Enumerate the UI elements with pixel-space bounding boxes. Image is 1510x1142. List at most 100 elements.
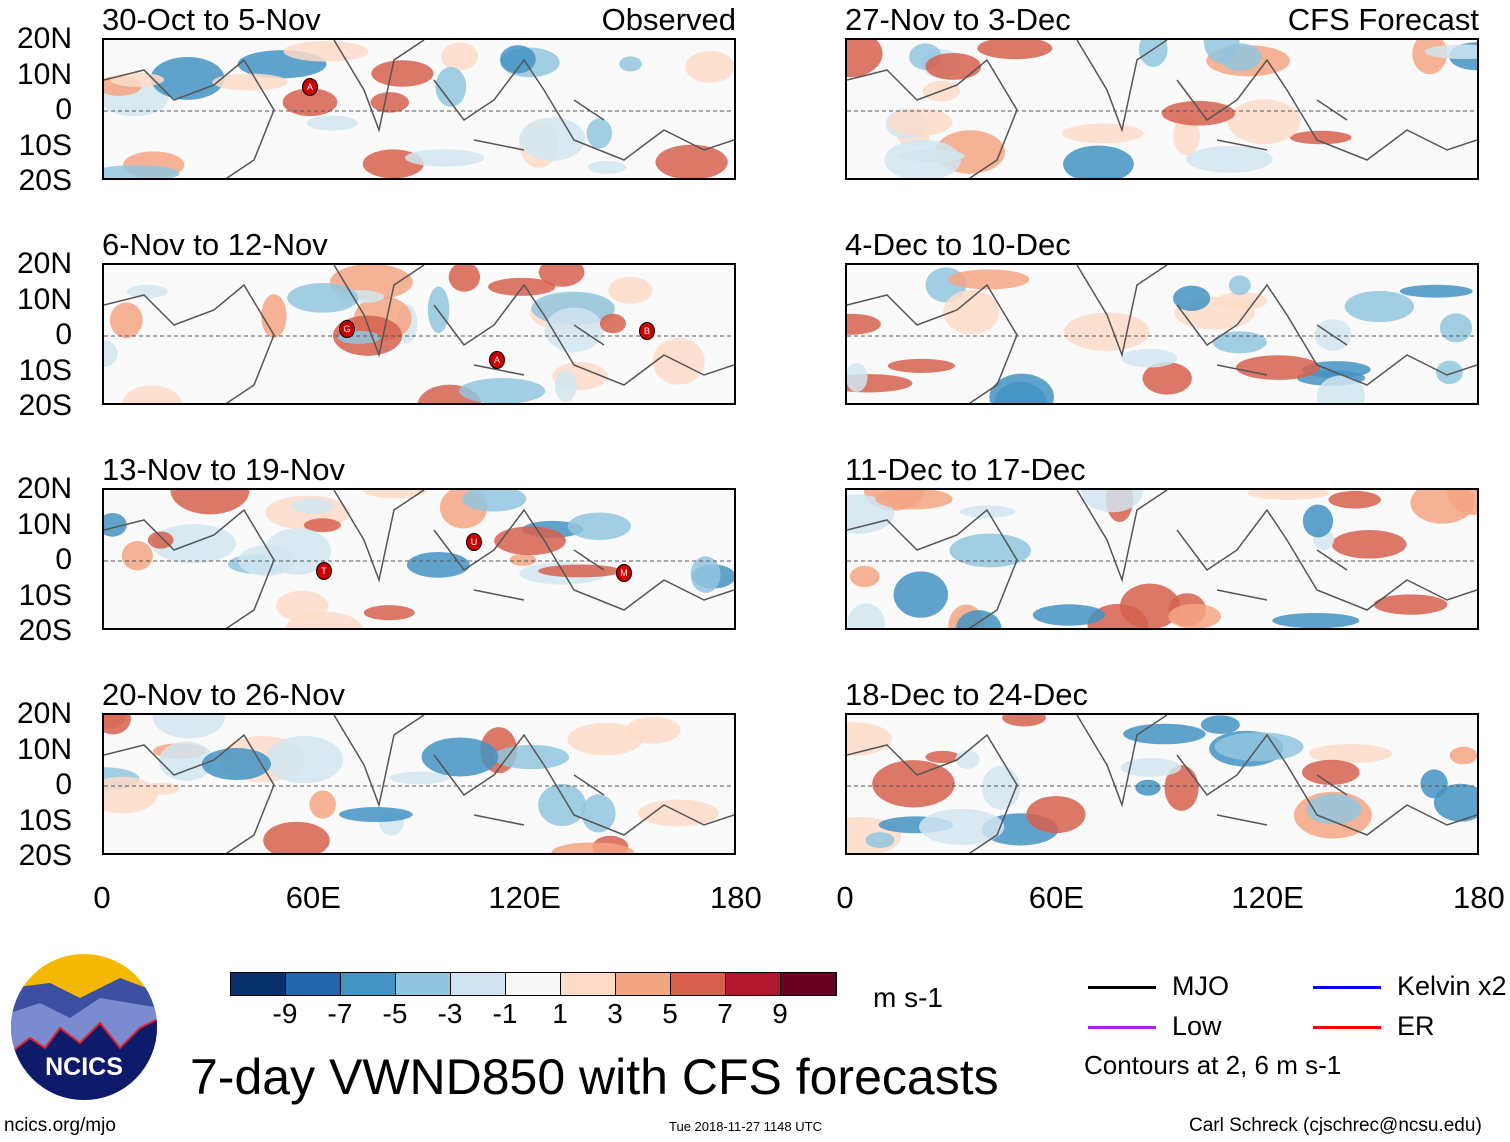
anomaly-blob [893, 571, 949, 618]
anomaly-blob [925, 750, 960, 764]
anomaly-blob [849, 565, 880, 588]
anomaly-blob [1302, 759, 1360, 785]
colorbar-swatch [616, 973, 671, 995]
anomaly-blob [1289, 130, 1352, 145]
storm-marker: U [466, 533, 482, 551]
legend-label: Kelvin x2 [1397, 971, 1507, 1001]
lon-label: 120E [1231, 880, 1304, 915]
anomaly-blob [1185, 146, 1273, 173]
coastline [104, 490, 734, 628]
lon-label: 180 [710, 880, 762, 915]
lon-label: 0 [93, 880, 111, 915]
legend-label: Low [1172, 1011, 1222, 1041]
anomaly-blob [538, 783, 586, 827]
anomaly-blob [1200, 715, 1240, 734]
figure-title: 7-day VWND850 with CFS forecasts [190, 1049, 999, 1105]
coastline [847, 265, 1477, 403]
anomaly-blob [1306, 793, 1362, 825]
lat-label: 0 [55, 768, 72, 801]
anomaly-blob [948, 269, 1030, 290]
colorbar-swatch [781, 973, 836, 995]
colorbar-label: -5 [382, 998, 408, 1029]
map-panel [102, 713, 736, 855]
anomaly-blob [500, 45, 536, 74]
lat-label: 10N [16, 57, 72, 91]
anomaly-blob [363, 605, 415, 621]
anomaly-blob [291, 498, 335, 514]
anomaly-blob [1063, 145, 1134, 178]
anomaly-blob [405, 149, 485, 167]
anomaly-blob [538, 564, 623, 578]
colorbar-label: 1 [552, 998, 568, 1029]
anomaly-blob [519, 117, 586, 161]
anomaly-blob [283, 41, 369, 62]
anomaly-blob [287, 283, 359, 313]
legend-label: ER [1397, 1011, 1435, 1041]
anomaly-blob [1316, 375, 1366, 403]
colorbar-swatch [561, 973, 616, 995]
anomaly-blob [1227, 99, 1301, 145]
coastline [104, 715, 734, 853]
lat-label: 10S [18, 353, 72, 387]
anomaly-blob [1328, 490, 1381, 509]
legend-label: MJO [1172, 971, 1229, 1001]
map-panel [845, 713, 1479, 855]
map-panel [102, 488, 736, 630]
colorbar-swatch [451, 973, 506, 995]
anomaly-blob [955, 750, 980, 769]
coastline [847, 715, 1477, 853]
lat-label: 10N [16, 507, 72, 541]
anomaly-blob [1203, 40, 1240, 64]
anomaly-blob [265, 735, 344, 784]
lon-label: 120E [488, 880, 561, 915]
anomaly-blob [494, 526, 566, 556]
anomaly-blob [551, 842, 635, 853]
anomaly-blob [282, 88, 338, 117]
anomaly-blob [847, 722, 892, 756]
lat-label: 10S [18, 578, 72, 612]
anomaly-blob [1212, 331, 1267, 354]
colorbar-label: 9 [772, 998, 788, 1029]
legend-line [1313, 986, 1381, 989]
anomaly-blob [1447, 490, 1477, 515]
svg-text:NCICS: NCICS [45, 1053, 123, 1081]
anomaly-blob [1272, 612, 1360, 628]
anomaly-blob [1026, 795, 1086, 834]
panel-tag: Observed [601, 2, 736, 37]
anomaly-blob [261, 294, 287, 338]
lat-label: 0 [55, 93, 72, 126]
colorbar-label: -7 [327, 998, 353, 1029]
colorbar-label: -9 [272, 998, 298, 1029]
lat-label: 20S [18, 164, 72, 197]
anomaly-blob [1032, 604, 1106, 626]
anomaly-blob [981, 765, 1021, 810]
lat-label: 10S [18, 128, 72, 162]
anomaly-blob [847, 362, 868, 392]
anomaly-blob [1161, 100, 1236, 126]
panel-title: 27-Nov to 3-Dec [845, 2, 1071, 37]
lon-label: 60E [1028, 880, 1084, 915]
storm-marker: M [616, 564, 632, 582]
anomaly-blob [104, 512, 127, 537]
anomaly-blob [1228, 275, 1251, 296]
anomaly-blob [887, 108, 953, 136]
anomaly-blob [1399, 284, 1473, 298]
anomaly-blob [847, 40, 883, 78]
anomaly-blob [109, 72, 165, 87]
anomaly-blob [925, 52, 982, 80]
anomaly-blob [1138, 40, 1168, 67]
map-panel [845, 38, 1479, 180]
anomaly-blob [599, 313, 626, 334]
anomaly-blob [865, 832, 895, 849]
anomaly-blob [872, 760, 955, 808]
anomaly-blob [104, 776, 158, 814]
anomaly-blob [847, 313, 881, 335]
panel-title: 11-Dec to 17-Dec [845, 452, 1086, 487]
lat-label: 20N [16, 247, 72, 280]
anomaly-blob [586, 118, 612, 149]
anomaly-blob [1436, 360, 1463, 385]
anomaly-blob [1173, 116, 1200, 156]
legend-line [1088, 986, 1156, 989]
coastline [104, 40, 734, 178]
colorbar-label: 3 [607, 998, 623, 1029]
